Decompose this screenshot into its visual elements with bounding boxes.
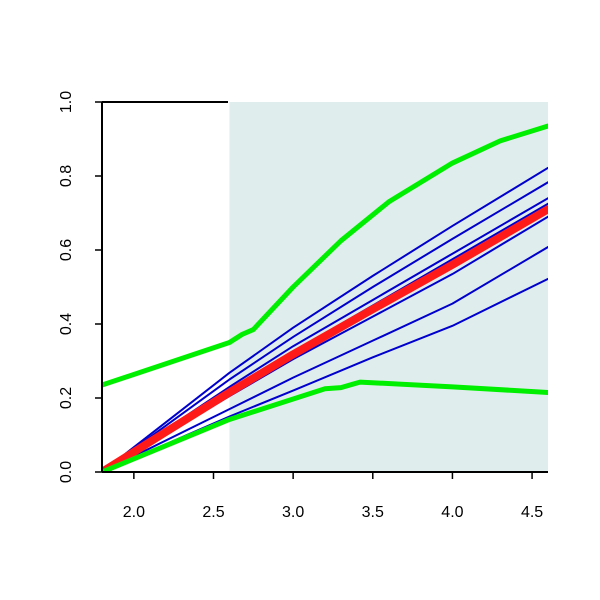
series-sample-line-5 (102, 246, 548, 472)
series-sample-line-1 (102, 181, 548, 472)
x-tick-label: 4.5 (521, 504, 543, 521)
series-mean-line-7 (102, 205, 548, 472)
y-tick-label: 0.4 (58, 313, 75, 335)
x-tick-label: 2.0 (123, 504, 145, 521)
y-tick-label: 1.0 (58, 91, 75, 113)
plot-area (102, 102, 548, 472)
shaded-region (229, 102, 548, 472)
y-tick-label: 0.0 (58, 461, 75, 483)
series-lower-line-9 (102, 379, 548, 472)
y-tick-label: 0.6 (58, 239, 75, 261)
x-tick-label: 4.0 (441, 504, 463, 521)
series-sample-line-0 (102, 166, 548, 472)
axes: 2.0 2.5 3.0 3.5 4.0 4.5 0.0 0.2 0.4 0.6 0.8 1.0 (58, 91, 548, 521)
series-upper-line-8 (102, 123, 548, 388)
x-tick-label: 2.5 (202, 504, 224, 521)
x-tick-label: 3.0 (282, 504, 304, 521)
x-tick-label: 3.5 (362, 504, 384, 521)
y-tick-label: 0.8 (58, 165, 75, 187)
y-tick-label: 0.2 (58, 387, 75, 409)
